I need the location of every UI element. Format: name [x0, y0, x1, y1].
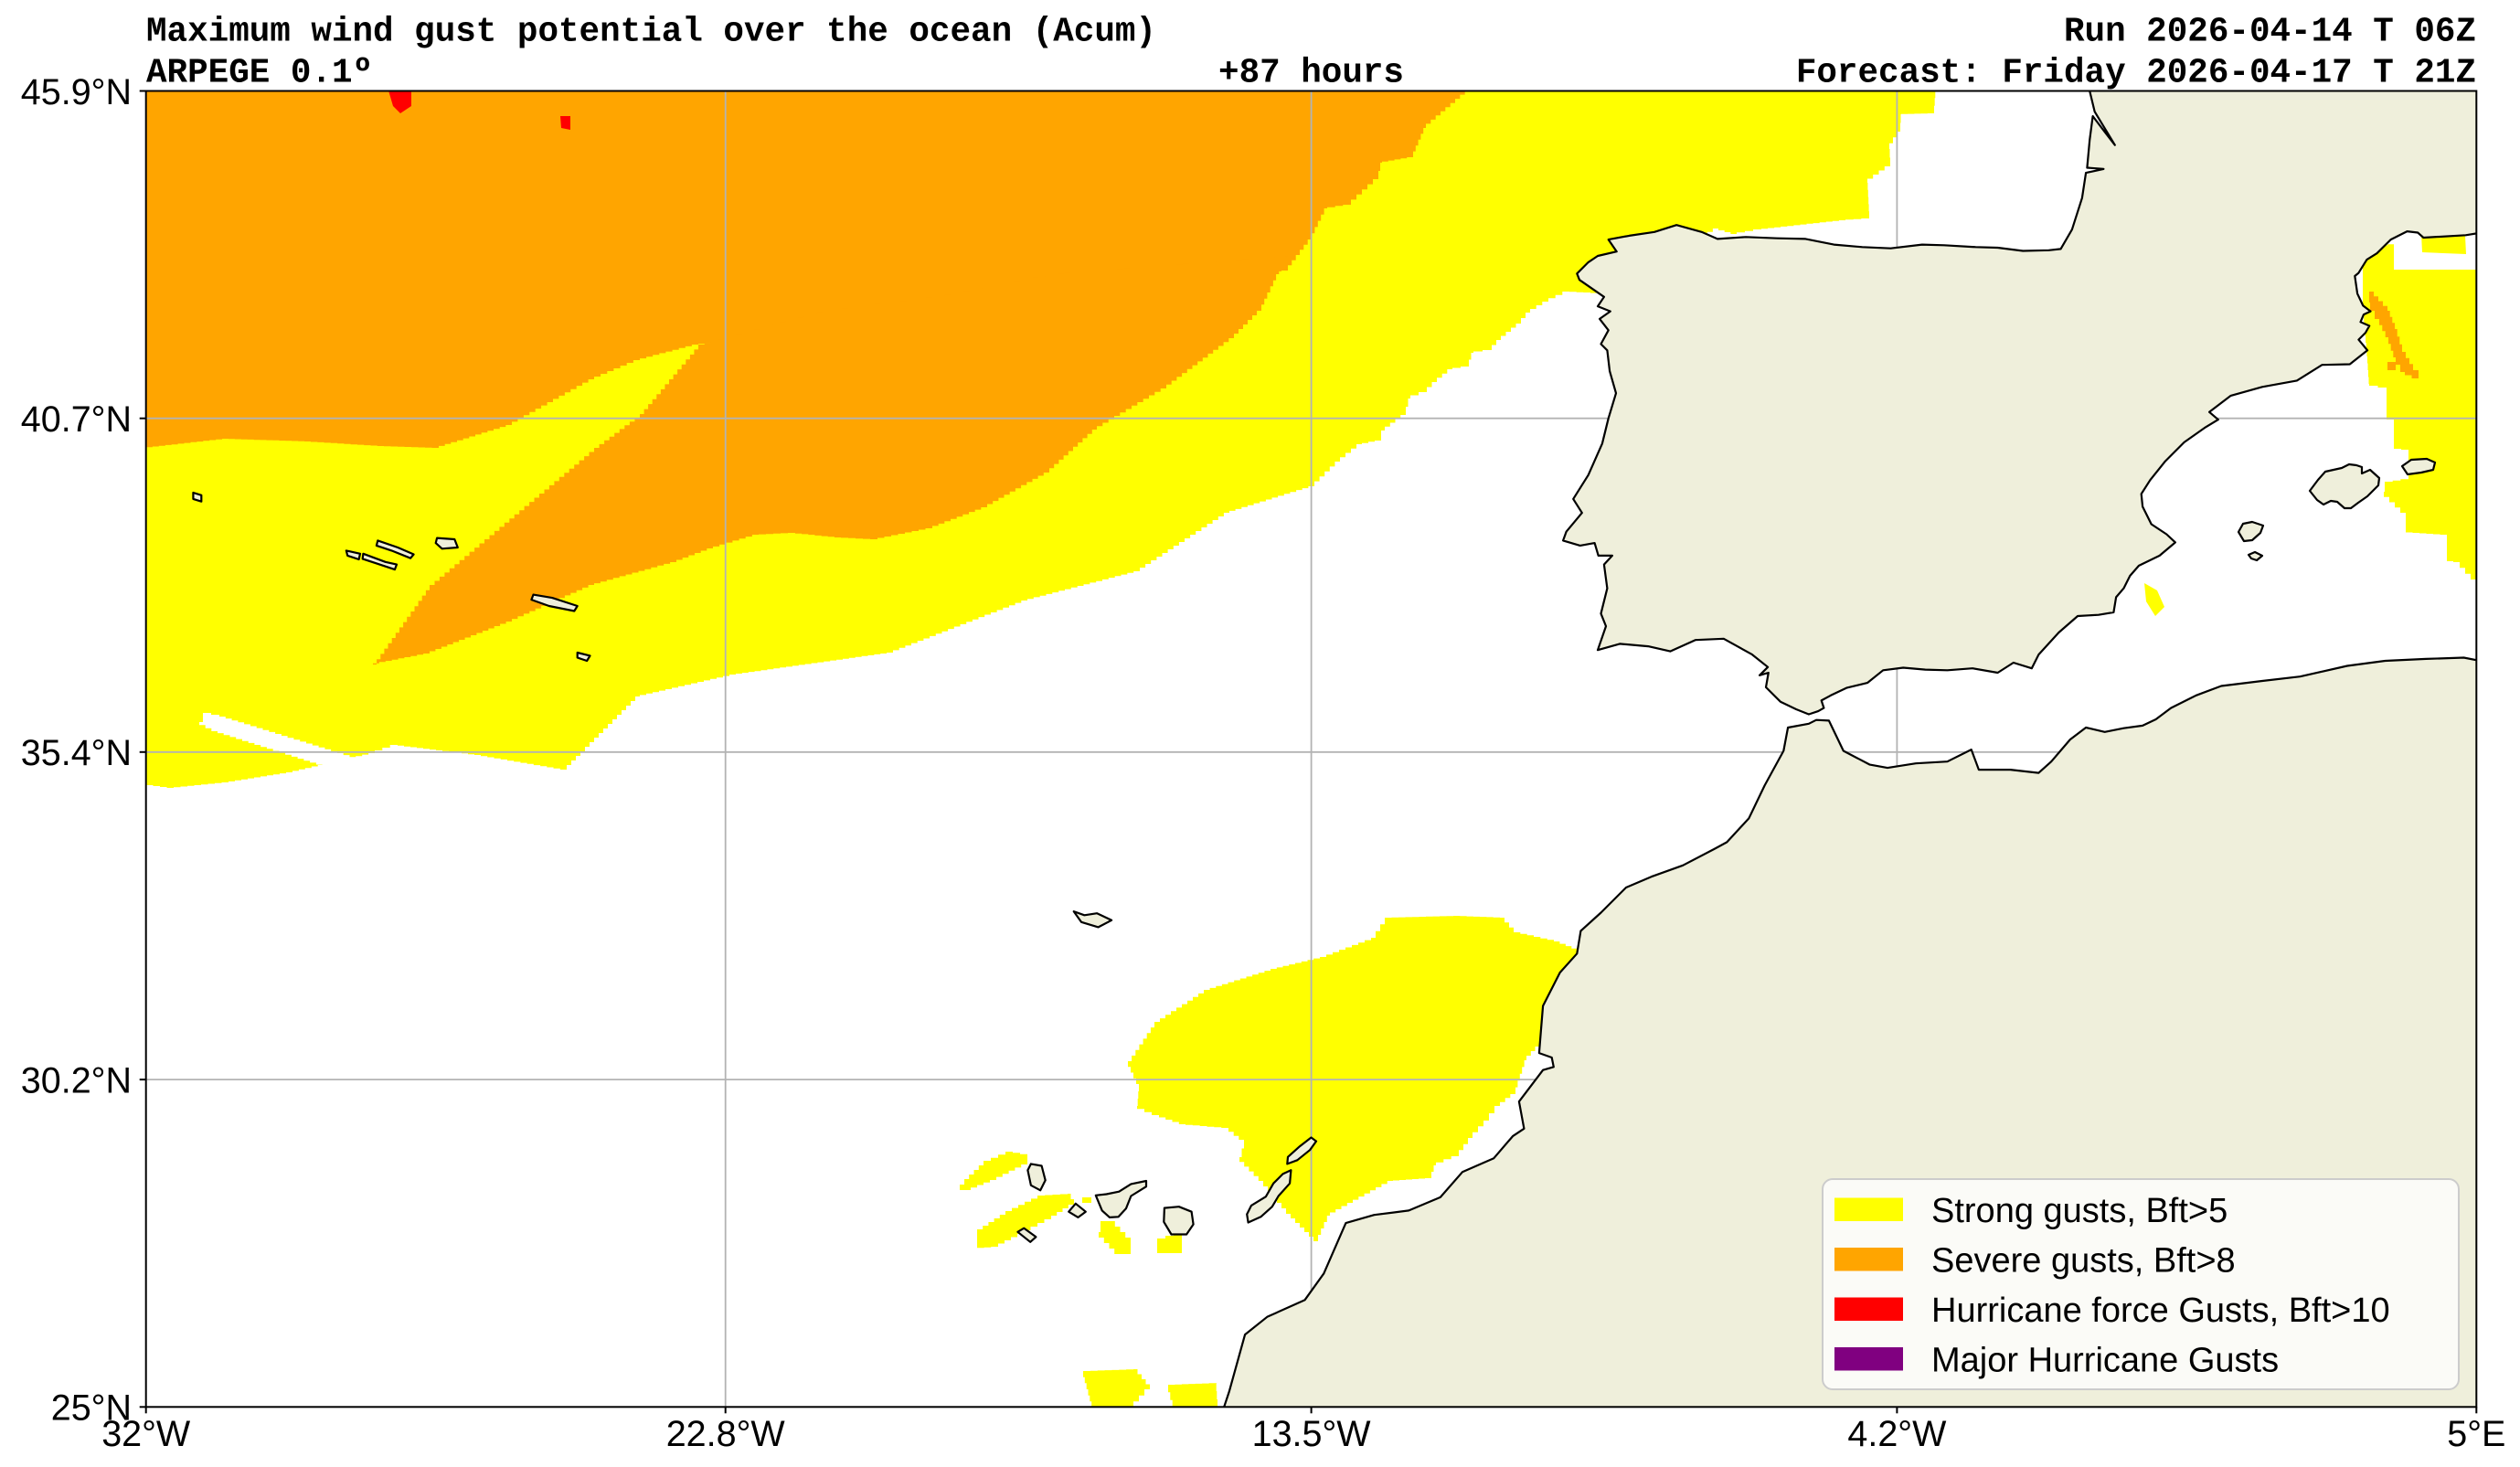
svg-text:ARPEGE 0.1º: ARPEGE 0.1º — [146, 55, 373, 93]
svg-text:Forecast: Friday 2026-04-17 T: Forecast: Friday 2026-04-17 T 21Z — [1796, 55, 2476, 93]
svg-text:45.9°N: 45.9°N — [21, 72, 132, 112]
svg-text:Severe gusts, Bft>8: Severe gusts, Bft>8 — [1931, 1242, 2236, 1281]
svg-text:Strong gusts, Bft>5: Strong gusts, Bft>5 — [1931, 1192, 2228, 1230]
svg-text:Hurricane force Gusts, Bft>10: Hurricane force Gusts, Bft>10 — [1931, 1292, 2390, 1330]
svg-text:22.8°W: 22.8°W — [666, 1414, 786, 1454]
svg-text:32°W: 32°W — [101, 1414, 191, 1454]
svg-text:13.5°W: 13.5°W — [1252, 1414, 1372, 1454]
svg-text:35.4°N: 35.4°N — [21, 733, 132, 773]
svg-text:Major Hurricane Gusts: Major Hurricane Gusts — [1931, 1342, 2279, 1380]
svg-text:25°N: 25°N — [51, 1388, 132, 1429]
svg-text:+87 hours: +87 hours — [1218, 55, 1404, 93]
svg-text:Maximum wind gust potential ov: Maximum wind gust potential over the oce… — [146, 14, 1156, 52]
svg-text:40.7°N: 40.7°N — [21, 399, 132, 440]
svg-text:5°E: 5°E — [2447, 1414, 2505, 1454]
svg-text:30.2°N: 30.2°N — [21, 1061, 132, 1101]
svg-text:4.2°W: 4.2°W — [1847, 1414, 1947, 1454]
svg-text:Run 2026-04-14 T 06Z: Run 2026-04-14 T 06Z — [2064, 14, 2476, 52]
